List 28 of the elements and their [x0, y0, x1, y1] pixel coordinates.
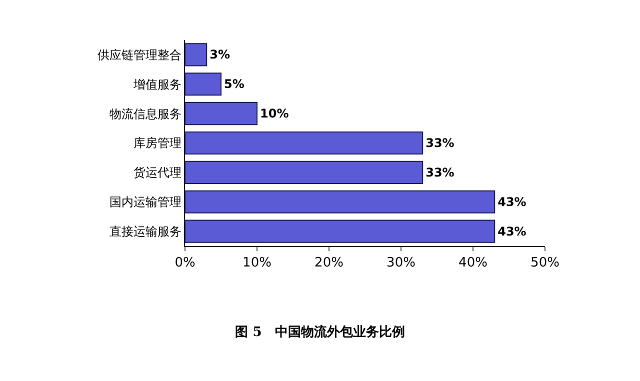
bar	[185, 43, 208, 66]
data-label: 43%	[498, 194, 526, 209]
data-label: 10%	[260, 106, 289, 121]
data-label: 33%	[426, 136, 454, 150]
y-tick-label: 供应链管理整合	[98, 48, 182, 62]
x-tick-label: 20%	[314, 256, 344, 271]
data-label: 5%	[224, 77, 244, 92]
x-tick-label: 40%	[458, 256, 488, 271]
bar	[185, 220, 496, 243]
y-tick-label: 货运代理	[134, 166, 182, 180]
data-label: 43%	[498, 224, 526, 238]
x-tick-label: 30%	[386, 256, 416, 271]
x-tick-label: 0%	[174, 256, 196, 271]
y-tick-label: 物流信息服务	[110, 106, 182, 121]
y-tick-label: 库房管理	[134, 136, 182, 150]
text: 图 5 中国物流外包业务比例	[235, 324, 405, 340]
bar	[185, 131, 424, 155]
x-tick-label: 50%	[530, 256, 560, 271]
y-tick-label: 直接运输服务	[110, 224, 182, 238]
bar	[185, 72, 222, 96]
bar	[185, 102, 258, 126]
data-label: 3%	[210, 48, 230, 62]
y-tick-label: 增值服务	[132, 77, 182, 92]
x-tick-label: 10%	[242, 256, 272, 271]
bar	[185, 160, 424, 184]
bar	[185, 190, 496, 214]
y-tick-label: 国内运输管理	[110, 195, 182, 210]
data-label: 33%	[426, 165, 454, 180]
